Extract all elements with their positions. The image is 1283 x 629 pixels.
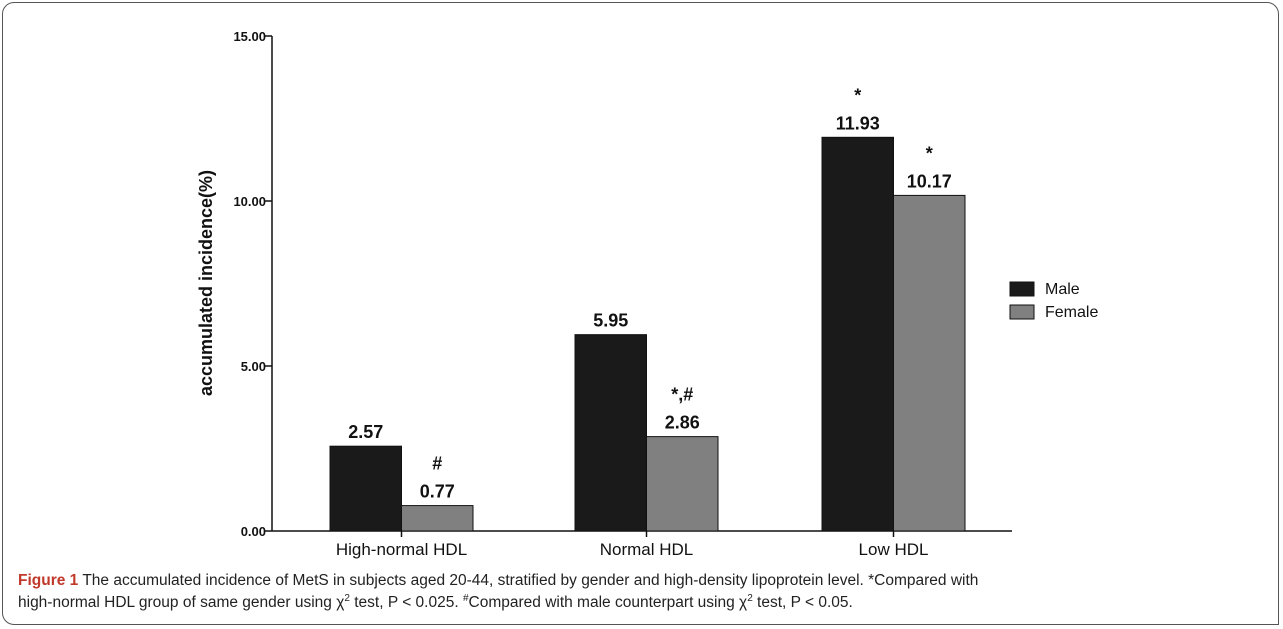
legend-label: Male	[1045, 281, 1080, 298]
bar-female	[893, 194, 966, 532]
y-tick-label: 5.00	[241, 359, 266, 374]
caption-line-1: Figure 1 The accumulated incidence of Me…	[18, 570, 1263, 592]
data-label: 11.93	[836, 113, 880, 133]
significance-marker: *	[926, 143, 933, 163]
caption-text-2d: test, P < 0.05.	[752, 594, 853, 611]
caption-text-1: The accumulated incidence of MetS in sub…	[82, 572, 979, 589]
x-tick-label: Low HDL	[859, 540, 929, 559]
bar-female	[646, 436, 719, 532]
y-tick-label: 0.00	[241, 524, 266, 539]
significance-marker: #	[432, 454, 442, 474]
data-label: 0.77	[420, 482, 455, 502]
x-tick-label: Normal HDL	[600, 540, 694, 559]
caption-sup-2: 2	[747, 592, 753, 604]
caption-text-2b: test, P < 0.025.	[349, 594, 463, 611]
y-tick-label: 10.00	[233, 194, 266, 209]
significance-marker: *,#	[671, 385, 693, 405]
chart-legend: Male Female	[1009, 281, 1098, 321]
caption-line-2: high-normal HDL group of same gender usi…	[18, 592, 1263, 614]
chart-axes: 0.00 5.00 10.00 15.00 High-normal HDL Normal …	[233, 29, 1012, 559]
legend-swatch-female	[1009, 304, 1035, 320]
bar-chart: 0.00 5.00 10.00 15.00 High-normal HDL Normal …	[196, 29, 1098, 559]
bar-male	[821, 136, 894, 532]
caption-sup-hash: #	[462, 592, 469, 604]
caption-text-2a: high-normal HDL group of same gender usi…	[18, 594, 345, 611]
legend-swatch-male	[1009, 281, 1035, 297]
legend-label: Female	[1045, 304, 1098, 321]
data-label: 10.17	[907, 171, 952, 191]
y-tick-label: 15.00	[233, 29, 266, 44]
data-label: 2.57	[348, 422, 383, 442]
bar-female	[401, 505, 474, 532]
figure-caption: Figure 1 The accumulated incidence of Me…	[18, 570, 1263, 614]
bar-male	[574, 334, 647, 532]
significance-marker: *	[854, 85, 861, 105]
x-tick-label: High-normal HDL	[336, 540, 467, 559]
y-axis-label: accumulated incidence(%)	[196, 170, 216, 396]
bar-male	[329, 445, 402, 532]
data-label: 2.86	[665, 413, 700, 433]
chart-bars: 2.57 0.77 5.95 2.86 11.93 10.17 # *,# * *	[329, 85, 966, 532]
caption-sup-1: 2	[344, 592, 350, 604]
caption-text-2c: Compared with male counterpart using χ	[468, 594, 748, 611]
caption-label: Figure 1	[18, 572, 79, 589]
data-label: 5.95	[593, 311, 628, 331]
